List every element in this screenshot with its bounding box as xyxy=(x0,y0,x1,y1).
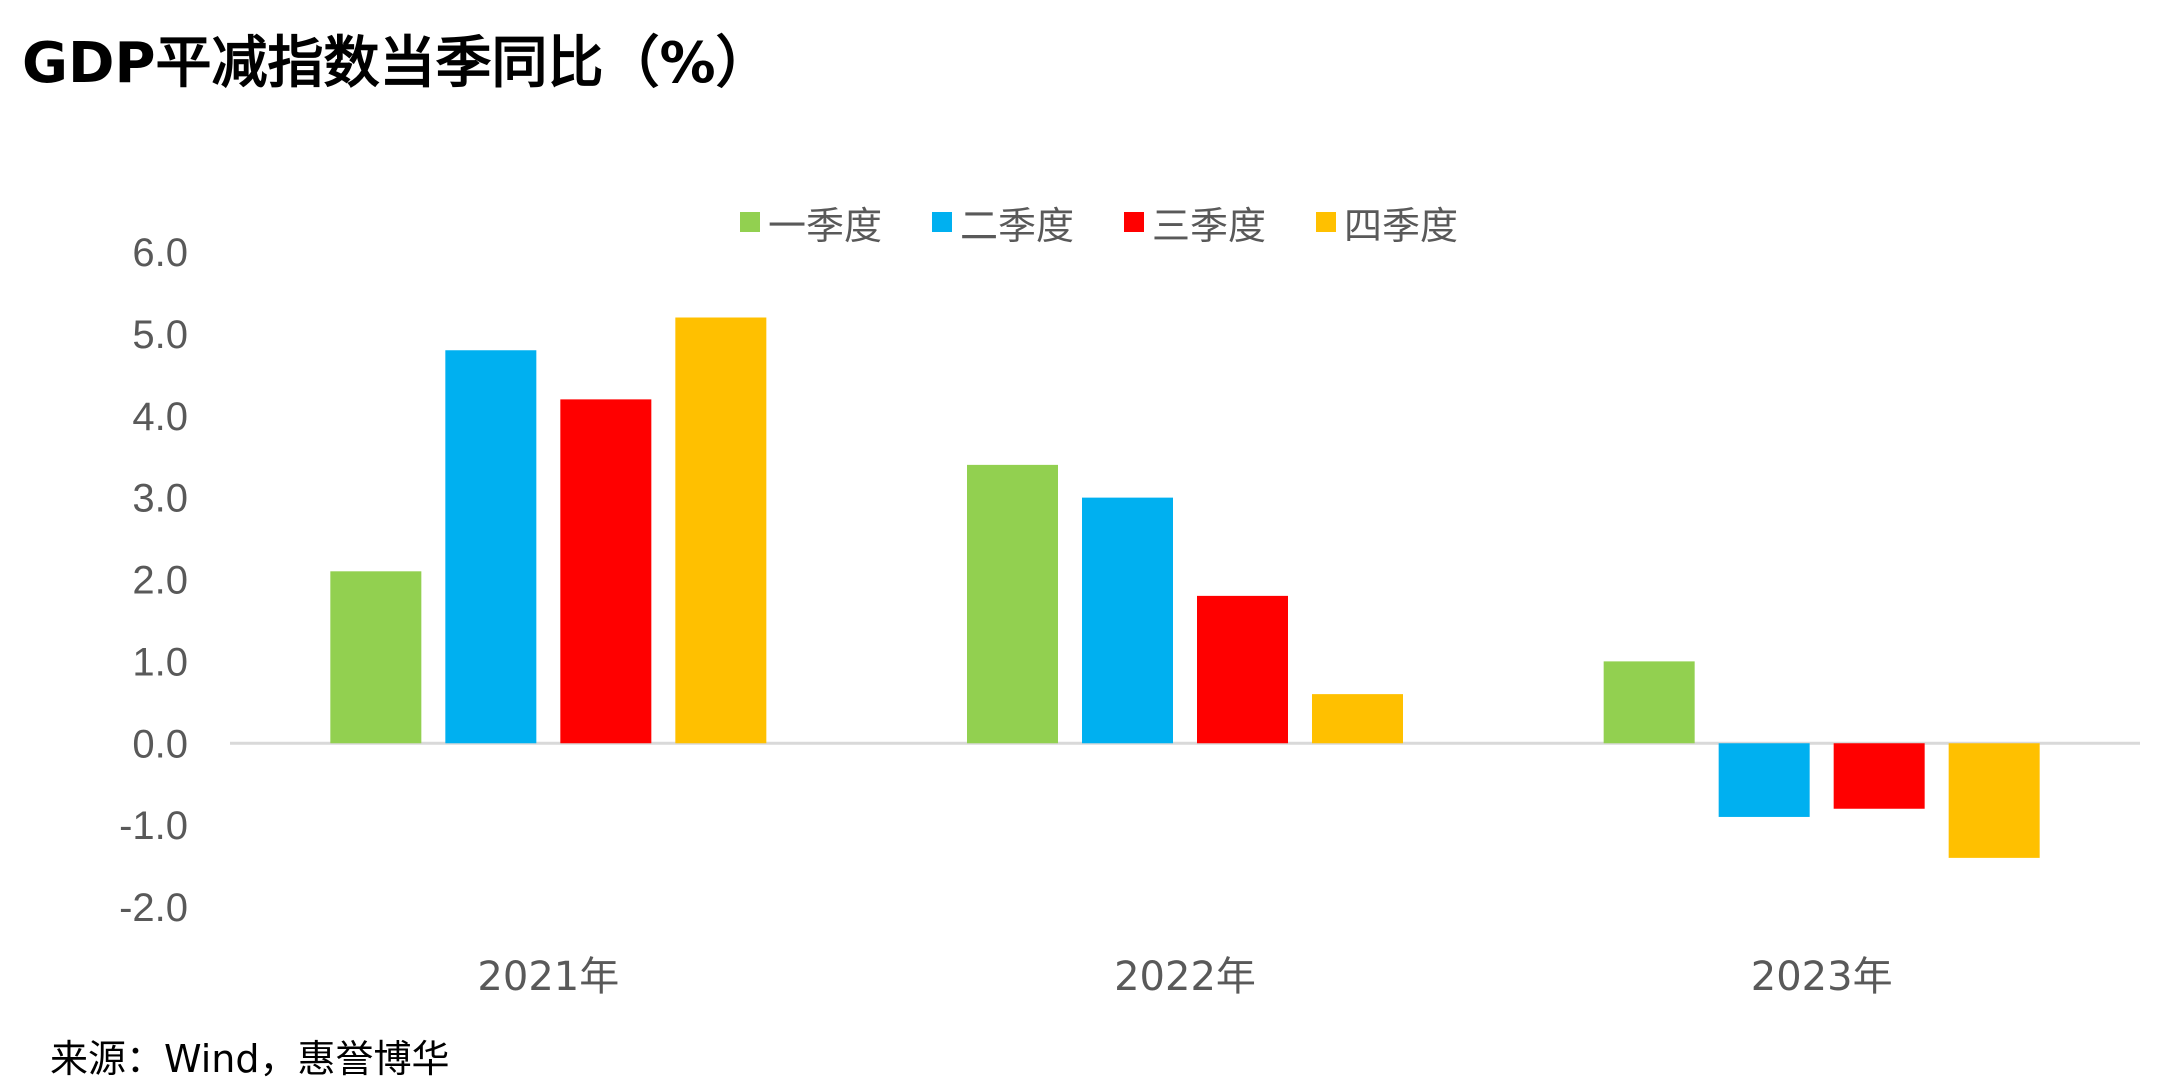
x-category-label: 2023年 xyxy=(1751,954,1893,1000)
bar-1-1 xyxy=(330,571,422,744)
y-tick-label: 0.0 xyxy=(132,722,188,766)
bar-2-3 xyxy=(1718,743,1810,817)
y-tick-label: 4.0 xyxy=(132,395,188,439)
legend-item-q2: 二季度 xyxy=(932,192,1074,252)
legend-item-q4: 四季度 xyxy=(1316,192,1458,252)
bar-2-1 xyxy=(445,350,537,744)
source-note: 来源：Wind，惠誉博华 xyxy=(50,1037,450,1081)
legend-swatch-q1 xyxy=(740,212,760,232)
chart-title: GDP平减指数当季同比（%） xyxy=(22,31,772,96)
legend: 一季度 二季度 三季度 四季度 xyxy=(0,192,2173,252)
y-tick-label: -1.0 xyxy=(119,804,188,848)
y-tick-label: -2.0 xyxy=(119,886,188,930)
bar-3-1 xyxy=(560,399,652,744)
y-tick-label: 2.0 xyxy=(132,559,188,603)
legend-label-q2: 二季度 xyxy=(960,203,1075,248)
legend-swatch-q3 xyxy=(1124,212,1144,232)
x-category-label: 2021年 xyxy=(477,954,619,1000)
legend-item-q1: 一季度 xyxy=(740,192,882,252)
y-tick-label: 1.0 xyxy=(132,640,188,684)
bar-4-1 xyxy=(675,317,767,744)
x-category-label: 2022年 xyxy=(1114,954,1256,1000)
legend-label-q3: 三季度 xyxy=(1152,203,1267,248)
y-tick-label: 3.0 xyxy=(132,477,188,521)
legend-swatch-q2 xyxy=(932,212,952,232)
bar-3-3 xyxy=(1833,743,1925,809)
bar-4-3 xyxy=(1948,743,2040,858)
legend-label-q4: 四季度 xyxy=(1344,203,1459,248)
bar-1-2 xyxy=(967,464,1058,744)
legend-swatch-q4 xyxy=(1316,212,1336,232)
y-tick-label: 6.0 xyxy=(132,231,188,275)
y-tick-label: 5.0 xyxy=(132,313,188,357)
legend-item-q3: 三季度 xyxy=(1124,192,1266,252)
bar-2-2 xyxy=(1082,497,1173,744)
bar-3-2 xyxy=(1197,595,1288,744)
bar-4-2 xyxy=(1312,694,1403,744)
legend-label-q1: 一季度 xyxy=(768,203,883,248)
bar-1-3 xyxy=(1603,661,1695,744)
